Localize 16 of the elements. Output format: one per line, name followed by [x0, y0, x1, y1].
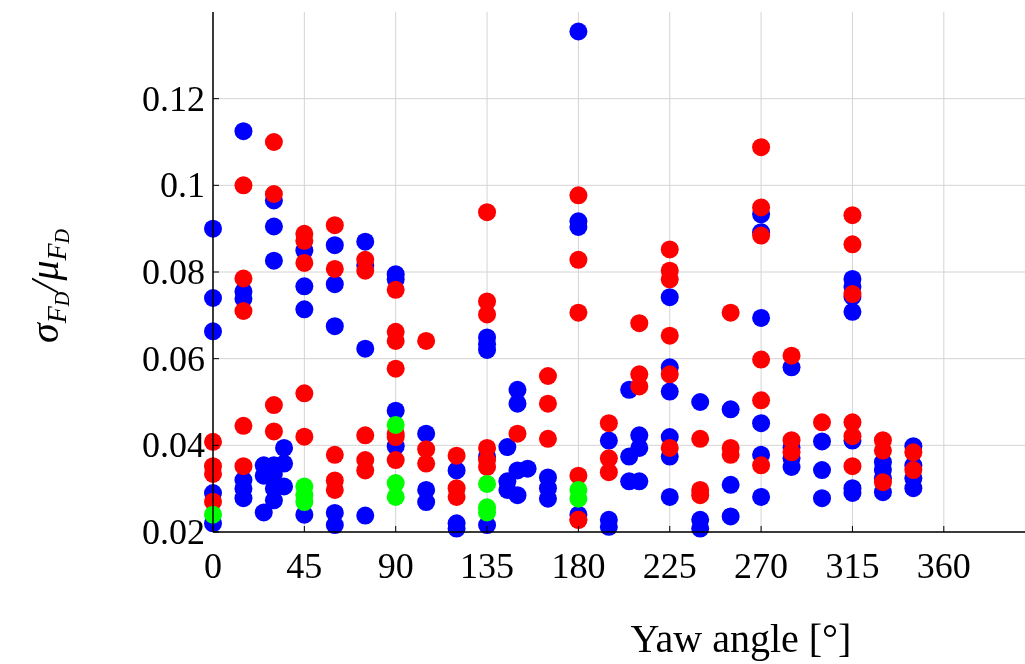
y-tick-label: 0.04	[142, 425, 205, 466]
x-tick-label: 45	[286, 546, 323, 586]
x-tick-label: 90	[377, 546, 414, 586]
y-tick-label: 0.12	[142, 78, 205, 119]
x-tick-label: 360	[916, 546, 971, 586]
x-tick-label: 135	[460, 546, 515, 586]
y-tick-label: 0.02	[142, 512, 205, 552]
x-tick-label: 180	[551, 546, 606, 586]
x-tick-label: 315	[825, 546, 880, 586]
x-tick-label: 0	[204, 546, 222, 586]
y-tick-label: 0.08	[142, 252, 205, 292]
y-tick-label: 0.1	[160, 165, 205, 206]
y-tick-label: 0.06	[142, 338, 205, 379]
x-axis-title: Yaw angle [°]	[630, 616, 852, 661]
x-tick-label: 225	[642, 546, 697, 586]
x-tick-label: 270	[734, 546, 789, 586]
